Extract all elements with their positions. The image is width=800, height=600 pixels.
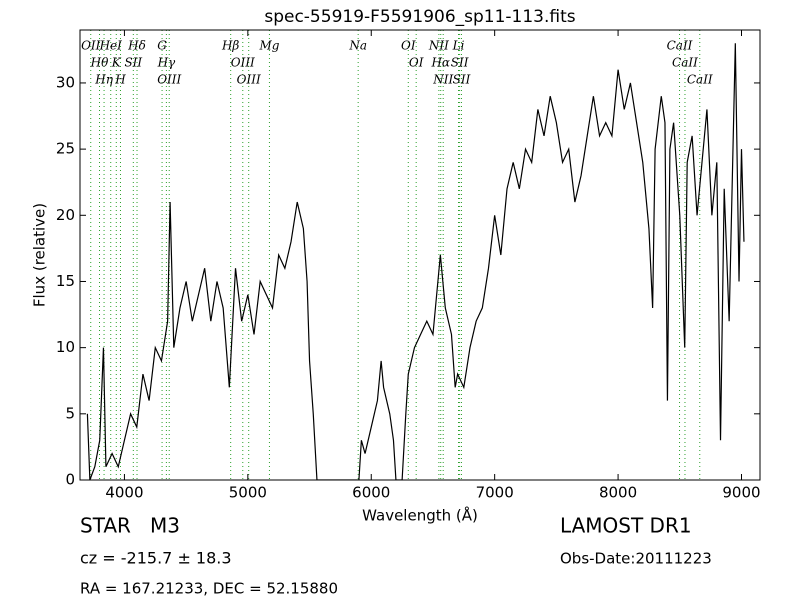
y-tick-label: 30 (56, 73, 75, 91)
survey: LAMOST DR1 (560, 514, 692, 538)
spectral-line-label: OII (81, 39, 101, 53)
x-tick-label: 9000 (722, 484, 760, 502)
spectral-line-label: Hθ (90, 56, 109, 70)
y-tick-label: 20 (56, 206, 75, 224)
spectral-line-label: H (114, 73, 126, 87)
spectral-line-label: Na (348, 39, 367, 53)
y-tick-label: 5 (65, 404, 75, 422)
y-tick-label: 15 (56, 272, 75, 290)
object-class: STAR M3 (80, 514, 180, 538)
spectral-line-label: HeI (99, 39, 123, 53)
spectral-line-label: SII (453, 73, 471, 87)
y-axis-label: Flux (relative) (31, 203, 49, 307)
spectral-line-label: CaII (672, 56, 698, 70)
redshift: cz = -215.7 ± 18.3 (80, 549, 232, 568)
spectral-line-label: Hβ (221, 39, 239, 53)
chart-title: spec-55919-F5591906_sp11-113.fits (264, 7, 575, 27)
spectral-line-label: OIII (237, 73, 261, 87)
spectral-line-label: SII (124, 56, 142, 70)
y-tick-label: 25 (56, 140, 75, 158)
spectral-line-label: SII (451, 56, 469, 70)
plot-frame (79, 29, 761, 481)
spectral-line-label: NII (432, 73, 453, 87)
spectral-line-label: OIII (231, 56, 255, 70)
spectral-line-label: Mg (258, 39, 279, 53)
spectral-line-label: Hγ (157, 56, 176, 70)
x-tick-label: 4000 (105, 484, 143, 502)
x-tick-label: 5000 (229, 484, 267, 502)
spectral-line-label: OI (409, 56, 424, 70)
spectral-line-label: G (157, 39, 167, 53)
spectral-line-label: OI (401, 39, 416, 53)
spectral-line-label: CaII (687, 73, 713, 87)
x-tick-label: 6000 (352, 484, 390, 502)
spectral-line-label: Hη (94, 73, 113, 87)
spectral-line-label: Li (452, 39, 465, 53)
x-tick-label: 8000 (599, 484, 637, 502)
x-tick-label: 7000 (476, 484, 514, 502)
spectral-line-label: Hα (430, 56, 450, 70)
spectral-line-label: Hδ (127, 39, 146, 53)
spectral-line-label: NII (428, 39, 449, 53)
y-tick-label: 0 (65, 471, 75, 489)
spectral-line-label: OIII (157, 73, 181, 87)
spectrum-line (86, 43, 745, 480)
plot-area (86, 30, 745, 480)
x-axis-label: Wavelength (Å) (362, 506, 478, 525)
spectral-line-label: K (111, 56, 122, 70)
y-tick-label: 10 (56, 338, 75, 356)
spectral-line-label: CaII (667, 39, 693, 53)
coordinates: RA = 167.21233, DEC = 52.15880 (80, 580, 338, 598)
obs-date: Obs-Date:20111223 (560, 550, 712, 568)
